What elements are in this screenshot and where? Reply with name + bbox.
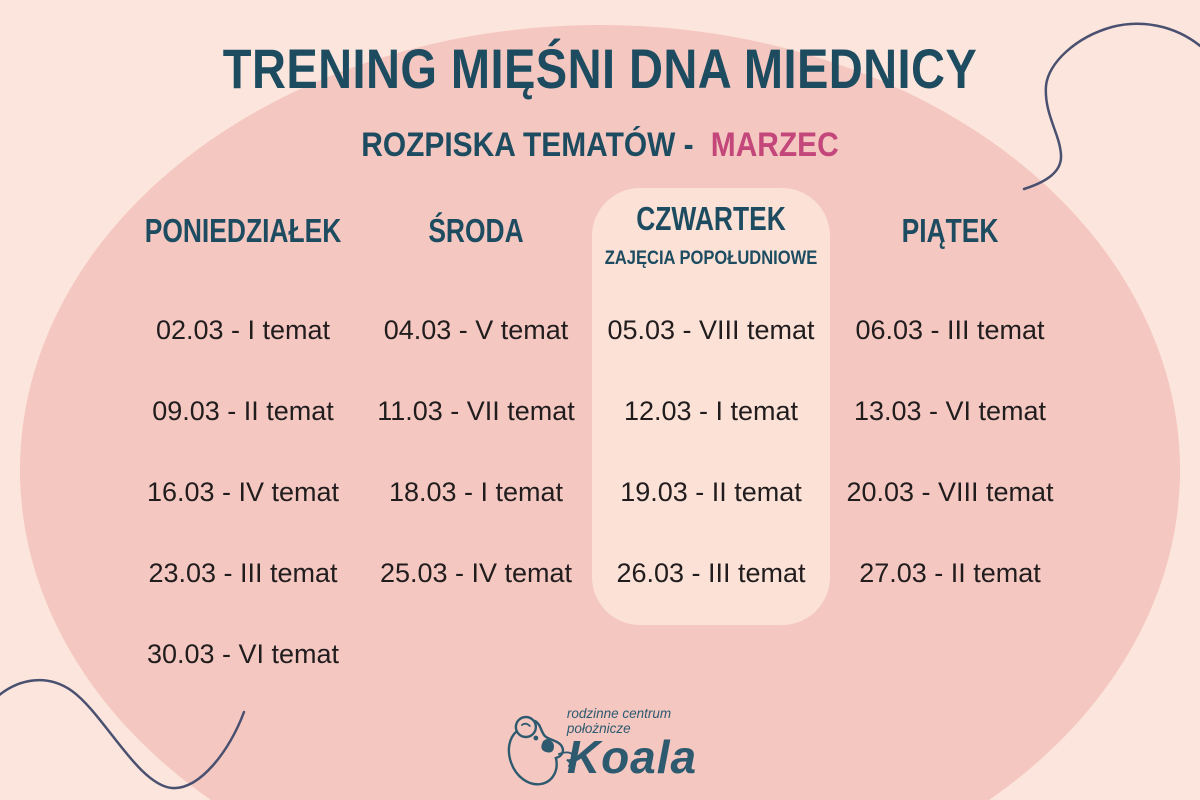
decorative-squiggle-top-right-icon [1022, 22, 1200, 191]
poster-subtitle: ROZPISKA TEMATÓW - MARZEC [72, 126, 1128, 165]
column-header-piatek: PIĄTEK [901, 212, 999, 249]
logo-brand-name: Koala [566, 731, 698, 784]
column-sroda: ŚRODA 04.03 - V temat 11.03 - VII temat … [336, 0, 616, 800]
logo-tagline-line2: położnicze [566, 721, 631, 737]
schedule-entry: 23.03 - III temat [148, 558, 338, 588]
schedule-entry: 02.03 - I temat [155, 315, 331, 345]
subtitle-prefix: ROZPISKA TEMATÓW - [361, 126, 694, 164]
schedule-entry: 25.03 - IV temat [379, 558, 573, 588]
column-czwartek: CZWARTEK ZAJĘCIA POPOŁUDNIOWE 05.03 - VI… [571, 0, 851, 800]
schedule-entry: 19.03 - II temat [620, 477, 802, 507]
schedule-entry: 04.03 - V temat [383, 315, 569, 345]
schedule-entry: 26.03 - III temat [616, 558, 806, 588]
subtitle-month: MARZEC [710, 126, 839, 164]
schedule-entry: 27.03 - II temat [859, 558, 1041, 588]
column-piatek: PIĄTEK 06.03 - III temat 13.03 - VI tema… [810, 0, 1090, 800]
column-poniedzialek: PONIEDZIAŁEK 02.03 - I temat 09.03 - II … [103, 0, 383, 800]
decorative-squiggle-bottom-left-icon [0, 678, 246, 790]
schedule-entry: 05.03 - VIII temat [607, 315, 815, 345]
schedule-entry: 11.03 - VII temat [377, 396, 575, 426]
schedule-entry: 12.03 - I temat [623, 396, 799, 426]
thursday-highlight-panel [592, 188, 830, 625]
logo-tagline-line1: rodzinne centrum [566, 706, 672, 721]
schedule-entry: 09.03 - II temat [152, 396, 334, 426]
schedule-entry: 06.03 - III temat [855, 315, 1045, 345]
schedule-entry: 18.03 - I temat [388, 477, 564, 507]
koala-logo: rodzinne centrum położnicze Koala [503, 706, 697, 790]
schedule-entry: 20.03 - VIII temat [846, 477, 1054, 507]
schedule-entry: 30.03 - VI temat [146, 639, 340, 669]
koala-icon [507, 715, 574, 786]
schedule-entry: 16.03 - IV temat [146, 477, 340, 507]
poster-title: TRENING MIĘŚNI DNA MIEDNICY [222, 37, 978, 100]
column-header-czwartek: CZWARTEK [636, 200, 786, 237]
column-subheader-czwartek: ZAJĘCIA POPOŁUDNIOWE [604, 248, 818, 269]
column-header-poniedzialek: PONIEDZIAŁEK [144, 212, 342, 249]
logo-text-block: rodzinne centrum położnicze Koala [567, 706, 697, 780]
schedule-entry: 13.03 - VI temat [853, 396, 1047, 426]
column-header-sroda: ŚRODA [428, 212, 524, 249]
